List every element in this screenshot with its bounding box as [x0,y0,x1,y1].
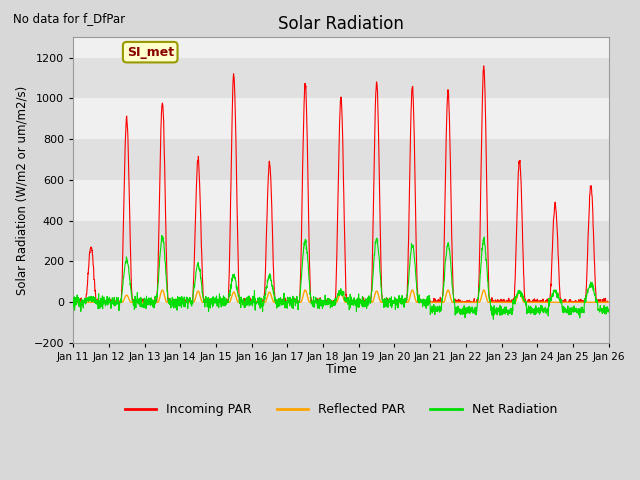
Legend: Incoming PAR, Reflected PAR, Net Radiation: Incoming PAR, Reflected PAR, Net Radiati… [120,398,562,421]
Title: Solar Radiation: Solar Radiation [278,15,404,33]
X-axis label: Time: Time [326,363,356,376]
Text: No data for f_DfPar: No data for f_DfPar [13,12,125,25]
Bar [73,98,609,139]
Bar [73,221,609,262]
Bar [73,58,609,98]
Y-axis label: Solar Radiation (W/m2 or um/m2/s): Solar Radiation (W/m2 or um/m2/s) [15,85,28,295]
Bar [73,139,609,180]
Bar [73,262,609,302]
Bar [73,302,609,343]
Text: SI_met: SI_met [127,46,174,59]
Bar [73,180,609,221]
